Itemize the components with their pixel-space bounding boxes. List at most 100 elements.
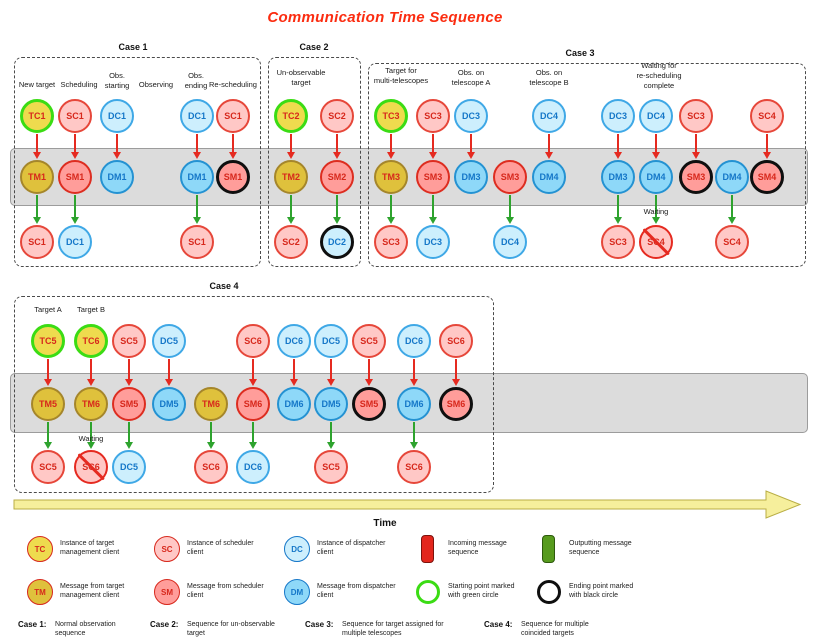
node-sc2: SC2 — [320, 99, 354, 133]
incoming-message-arrow — [544, 134, 554, 159]
node-label: SC2 — [328, 111, 346, 121]
node-sm5: SM5 — [352, 387, 386, 421]
node-label: DM4 — [722, 172, 742, 182]
node-label: DC1 — [107, 111, 126, 121]
node-sm1: SM1 — [58, 160, 92, 194]
arrow-shaft — [167, 359, 171, 380]
outgoing-message-arrow — [192, 195, 202, 224]
node-label: SC3 — [687, 111, 705, 121]
node-sc5: SC5 — [112, 324, 146, 358]
legend-sc-circle: SC — [154, 536, 180, 562]
node-label: DC6 — [404, 336, 423, 346]
arrow-head-icon — [86, 379, 95, 386]
node-sm3: SM3 — [679, 160, 713, 194]
node-label: DC4 — [646, 111, 665, 121]
case-3-box — [368, 63, 806, 267]
node-label: DC5 — [321, 336, 340, 346]
node-tc2: TC2 — [274, 99, 308, 133]
node-label: SC4 — [723, 237, 741, 247]
node-dm4: DM4 — [715, 160, 749, 194]
node-label: TM6 — [82, 399, 100, 409]
arrow-head-icon — [326, 379, 335, 386]
incoming-message-arrow — [386, 134, 396, 159]
node-tm3: TM3 — [374, 160, 408, 194]
incoming-message-arrow — [43, 359, 53, 386]
node-tc3: TC3 — [374, 99, 408, 133]
node-sc5: SC5 — [314, 450, 348, 484]
outgoing-message-arrow — [248, 422, 258, 449]
node-label: DM3 — [608, 172, 628, 182]
arrow-shaft — [73, 195, 77, 218]
arrow-head-icon — [762, 152, 771, 159]
arrow-shaft — [654, 195, 658, 218]
annotation-target-a: Target A — [34, 305, 62, 314]
incoming-message-arrow — [332, 134, 342, 159]
arrow-head-icon — [248, 379, 257, 386]
arrow-head-icon — [613, 217, 622, 224]
node-sc1: SC1 — [216, 99, 250, 133]
node-label: SM5 — [119, 399, 139, 409]
node-label: SM6 — [446, 399, 466, 409]
case-2-label: Case 2 — [299, 42, 329, 52]
node-label: SM2 — [327, 172, 347, 182]
node-label: SC5 — [120, 336, 138, 346]
arrow-shaft — [329, 359, 333, 380]
node-label: DC5 — [159, 336, 178, 346]
node-label: TC1 — [28, 111, 46, 121]
arrow-head-icon — [466, 152, 475, 159]
node-sc6: SC6 — [74, 450, 108, 484]
arrow-head-icon — [332, 217, 341, 224]
arrow-shaft — [765, 134, 769, 153]
legend-item-text: Outputting message sequence — [569, 540, 632, 557]
outgoing-message-arrow — [286, 195, 296, 224]
node-label: SM3 — [423, 172, 443, 182]
arrow-head-icon — [192, 217, 201, 224]
legend-item-text: Incoming message sequence — [448, 540, 507, 557]
arrow-head-icon — [70, 217, 79, 224]
arrow-shaft — [127, 422, 131, 443]
outgoing-message-arrow — [206, 422, 216, 449]
outgoing-message-arrow — [613, 195, 623, 224]
node-label: SC5 — [39, 462, 57, 472]
incoming-message-arrow — [428, 134, 438, 159]
node-dm5: DM5 — [152, 387, 186, 421]
arrow-shaft — [694, 134, 698, 153]
node-dm1: DM1 — [180, 160, 214, 194]
node-label: SM5 — [359, 399, 379, 409]
phase-label: Obs. on telescope A — [451, 68, 491, 87]
node-sc6: SC6 — [397, 450, 431, 484]
arrow-shaft — [46, 422, 50, 443]
arrow-head-icon — [613, 152, 622, 159]
legend-case-text: Sequence for target assigned for multipl… — [342, 621, 444, 638]
node-sc4: SC4 — [750, 99, 784, 133]
node-sc6: SC6 — [439, 324, 473, 358]
node-dm5: DM5 — [314, 387, 348, 421]
incoming-message-arrow — [32, 134, 42, 159]
arrow-shaft — [508, 195, 512, 218]
node-sc4: SC4 — [715, 225, 749, 259]
node-label: TM6 — [202, 399, 220, 409]
node-label: DC5 — [119, 462, 138, 472]
incoming-message-arrow — [409, 359, 419, 386]
node-label: SC1 — [66, 111, 84, 121]
node-label: DM5 — [159, 399, 179, 409]
legend-case-label: Case 2: — [150, 620, 179, 629]
node-dm3: DM3 — [454, 160, 488, 194]
node-label: SM3 — [686, 172, 706, 182]
arrow-shaft — [547, 134, 551, 153]
node-label: DM1 — [187, 172, 207, 182]
node-label: SC5 — [360, 336, 378, 346]
node-sc2: SC2 — [274, 225, 308, 259]
arrow-head-icon — [428, 217, 437, 224]
node-tm1: TM1 — [20, 160, 54, 194]
node-label: SC6 — [405, 462, 423, 472]
arrow-shaft — [616, 134, 620, 153]
node-sc3: SC3 — [679, 99, 713, 133]
arrow-shaft — [367, 359, 371, 380]
incoming-message-arrow — [286, 134, 296, 159]
node-tm6: TM6 — [74, 387, 108, 421]
case-3-label: Case 3 — [565, 48, 595, 58]
arrow-shaft — [209, 422, 213, 443]
arrow-shaft — [35, 195, 39, 218]
